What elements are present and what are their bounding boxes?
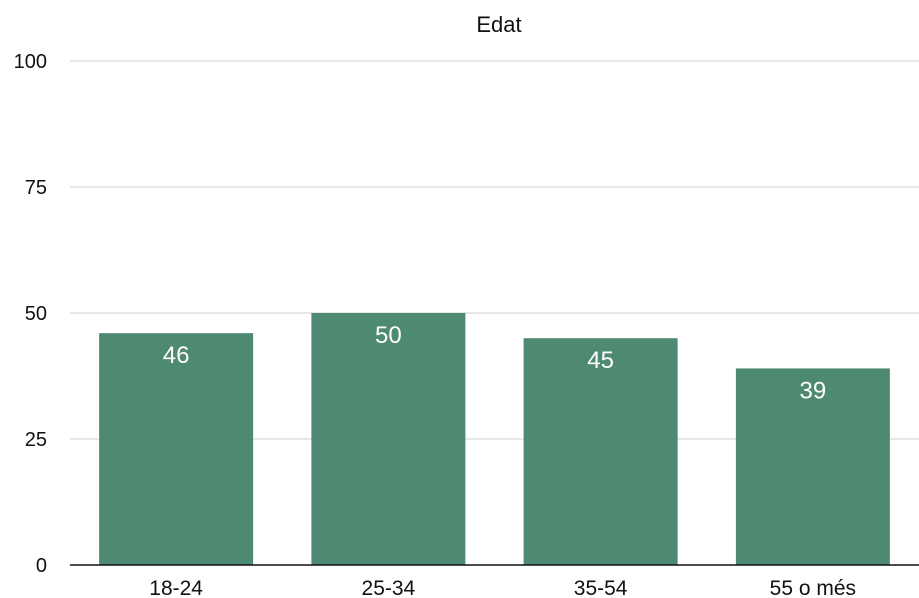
bar-55-o-més [735, 368, 890, 565]
x-tick-label: 35-54 [574, 577, 628, 598]
x-axis-ticks: 18-24 25-34 35-54 55 o més [149, 577, 856, 598]
data-label: 46 [163, 342, 190, 369]
data-label: 50 [375, 322, 402, 349]
y-tick-label: 25 [25, 429, 47, 451]
x-tick-label: 18-24 [149, 577, 203, 598]
y-tick-label: 75 [25, 177, 47, 199]
data-label: 39 [800, 377, 827, 404]
x-tick-label: 25-34 [362, 577, 416, 598]
chart-title: Edat [476, 12, 521, 37]
data-label: 45 [587, 347, 614, 374]
bar-35-54 [523, 338, 678, 565]
y-axis-ticks: 0 25 50 75 100 [14, 51, 47, 577]
y-tick-label: 50 [25, 303, 47, 325]
bar-18-24 [99, 333, 254, 565]
bars [99, 313, 890, 565]
y-tick-label: 0 [36, 555, 47, 577]
x-tick-label: 55 o més [770, 577, 856, 598]
bar-25-34 [311, 313, 466, 565]
data-labels: 46 50 45 39 [163, 322, 826, 404]
y-tick-label: 100 [14, 51, 47, 73]
